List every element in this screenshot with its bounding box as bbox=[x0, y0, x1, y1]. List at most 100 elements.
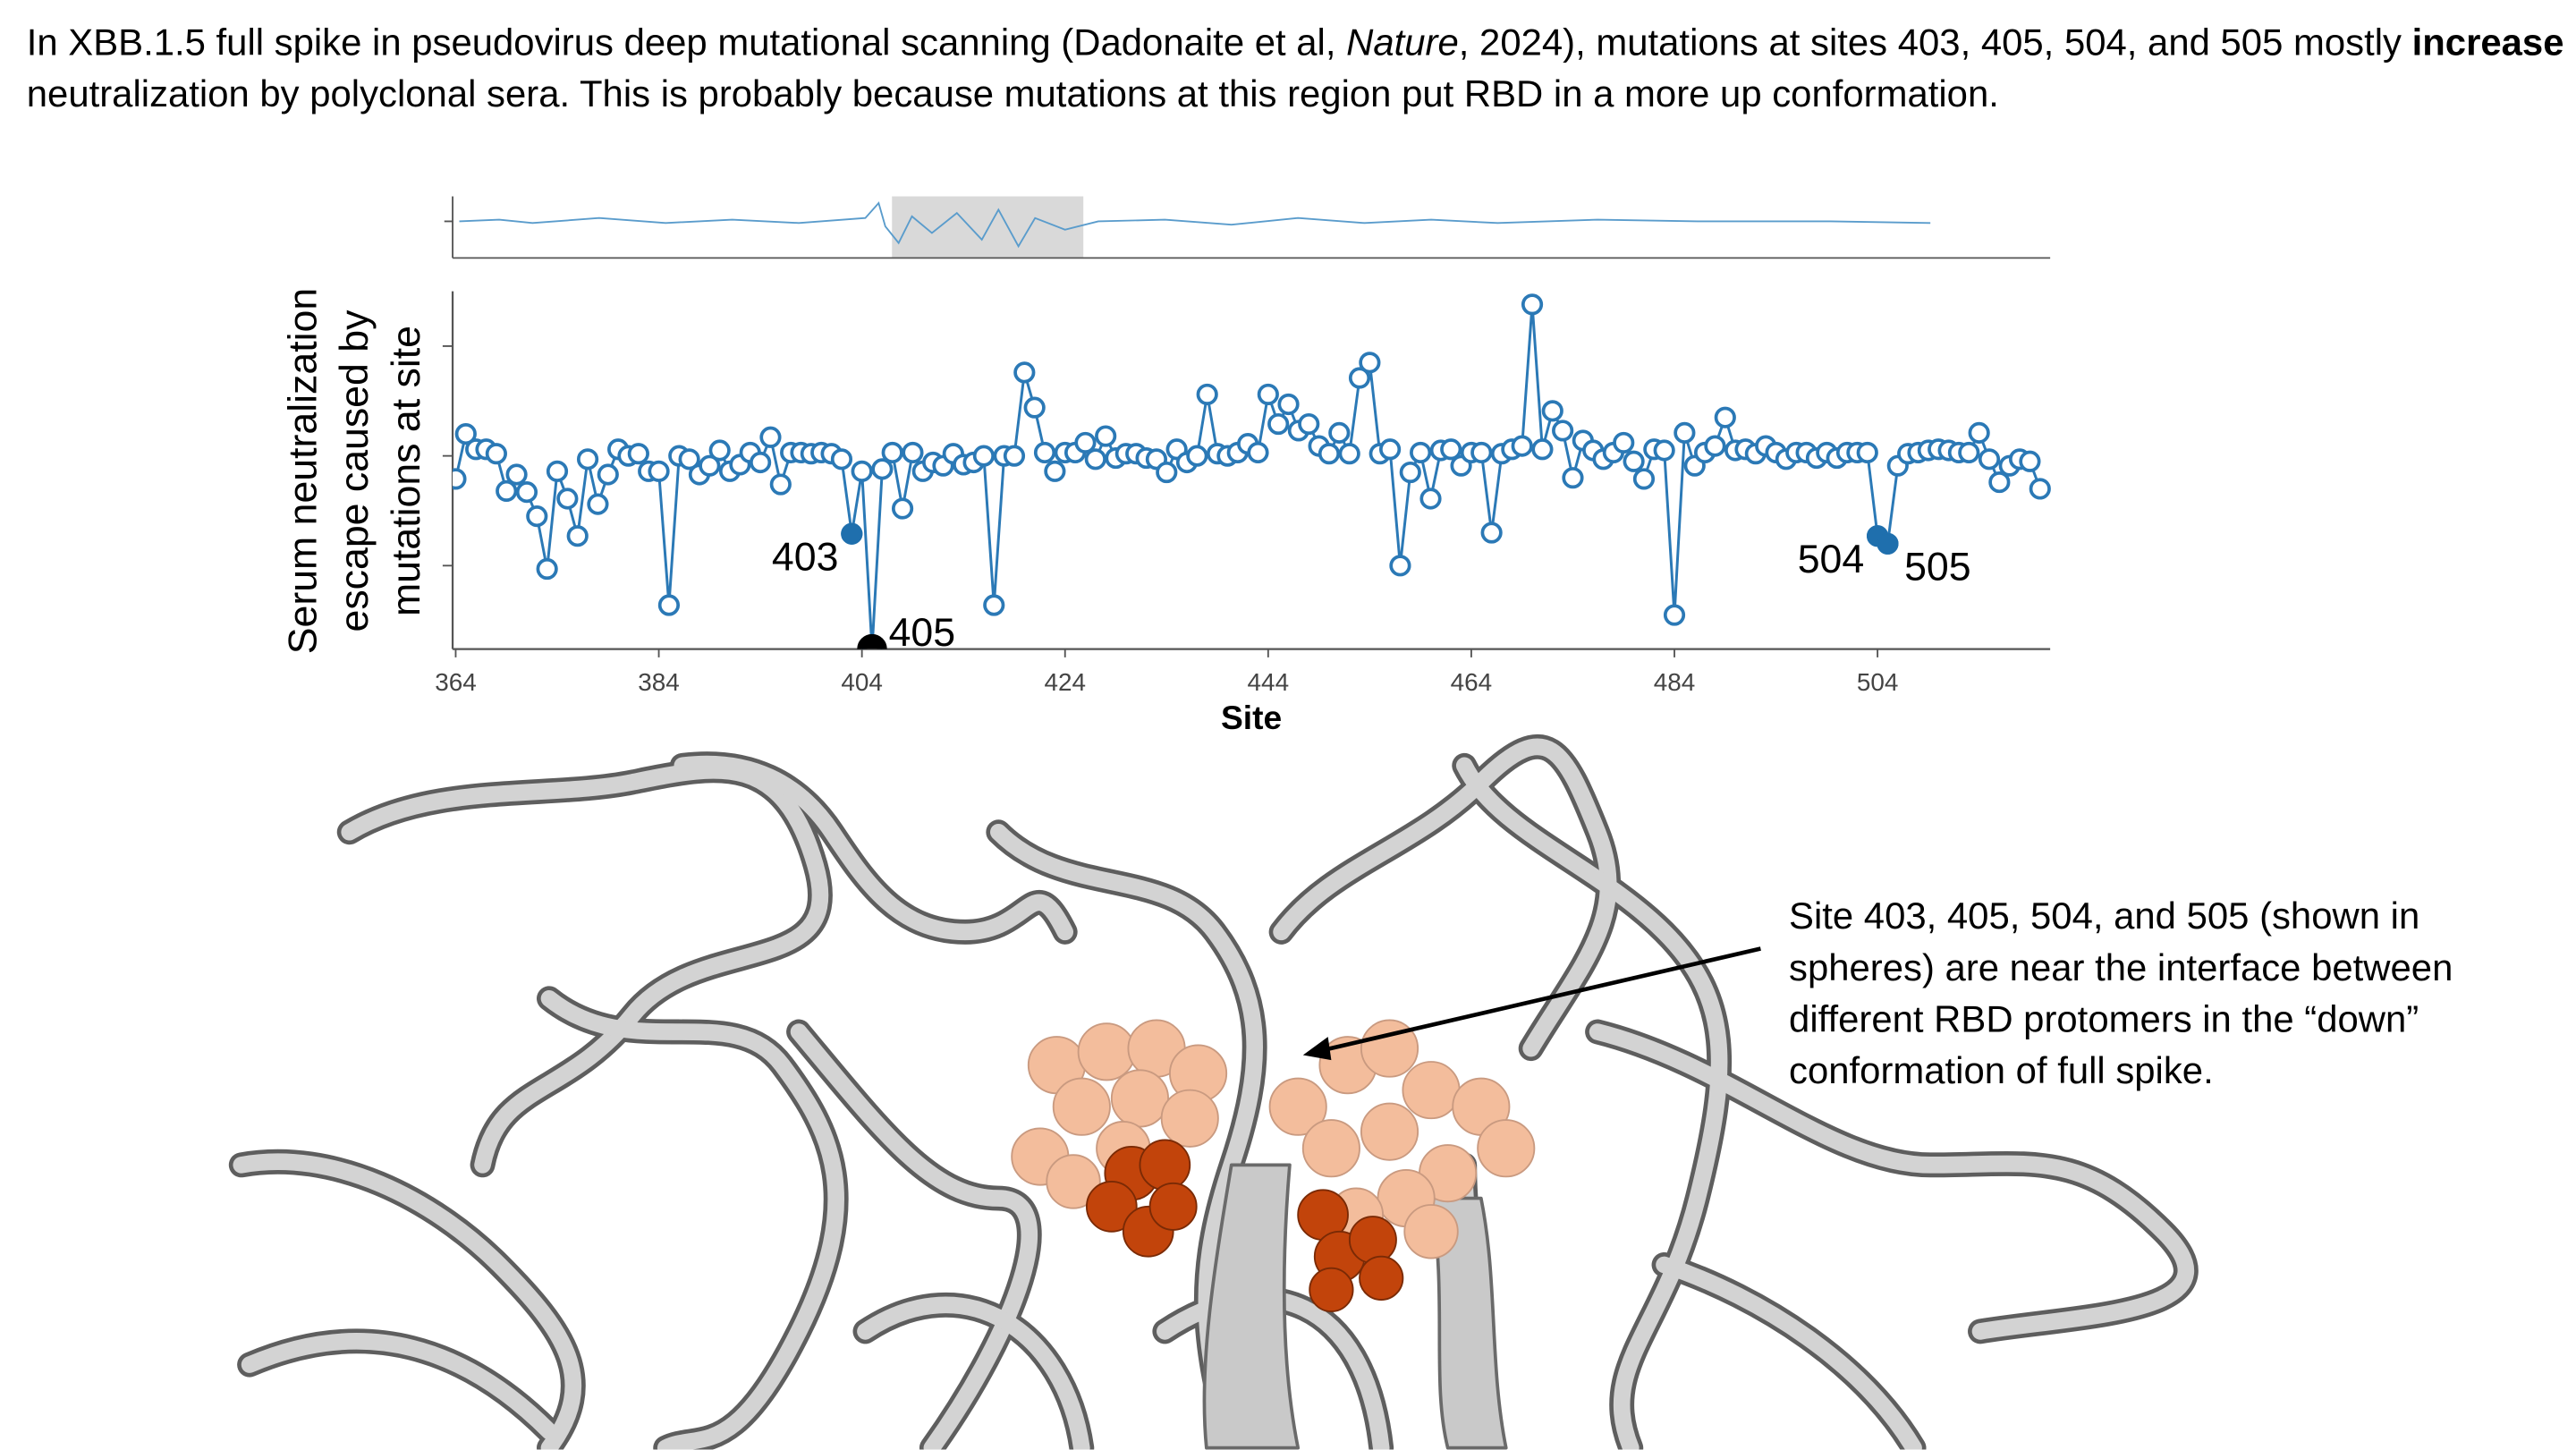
marker bbox=[576, 448, 599, 471]
marker bbox=[699, 454, 721, 477]
marker bbox=[1704, 435, 1726, 457]
marker bbox=[902, 441, 924, 464]
marker bbox=[1714, 406, 1736, 428]
marker bbox=[587, 493, 609, 515]
y-axis-label: Serum neutralization escape caused by muta… bbox=[281, 288, 428, 654]
marker bbox=[1328, 421, 1351, 444]
intro-italic: Nature bbox=[1346, 21, 1459, 64]
marker bbox=[1074, 431, 1097, 454]
marker bbox=[750, 451, 772, 474]
marker bbox=[454, 423, 477, 445]
x-tick-label: 404 bbox=[841, 668, 883, 696]
marker bbox=[1359, 352, 1381, 374]
marker bbox=[1653, 439, 1675, 462]
intro-part: , 2024), mutations at sites 403, 405, 50… bbox=[1458, 21, 2412, 64]
marker bbox=[891, 497, 914, 520]
marker bbox=[1552, 420, 1574, 442]
marker bbox=[1033, 441, 1056, 464]
marker bbox=[1663, 604, 1686, 626]
marker bbox=[1511, 435, 1533, 457]
marker bbox=[515, 481, 538, 504]
marker bbox=[566, 525, 589, 547]
marker bbox=[881, 441, 903, 464]
marker bbox=[1013, 361, 1036, 384]
marker bbox=[1399, 461, 1421, 484]
marker bbox=[1186, 445, 1208, 467]
arrow bbox=[1302, 946, 1761, 1061]
y-axis-label-line: mutations at site bbox=[385, 326, 428, 616]
marker bbox=[678, 448, 700, 471]
marker bbox=[597, 463, 619, 486]
marker bbox=[1856, 441, 1878, 464]
intro-part: neutralization by polyclonal sera. This … bbox=[26, 72, 1999, 115]
marker bbox=[1521, 293, 1544, 316]
marker bbox=[1044, 460, 1066, 482]
highlight-marker bbox=[857, 633, 887, 649]
marker bbox=[1257, 383, 1279, 406]
marker bbox=[871, 458, 894, 480]
marker bbox=[1531, 438, 1554, 461]
marker bbox=[1419, 488, 1442, 510]
highlight-marker bbox=[841, 522, 863, 545]
marker bbox=[1958, 441, 1980, 464]
marker bbox=[1613, 431, 1635, 454]
marker bbox=[759, 426, 782, 448]
marker bbox=[1095, 425, 1117, 447]
marker bbox=[1541, 400, 1563, 422]
marker bbox=[1562, 467, 1584, 489]
x-tick-label: 384 bbox=[638, 668, 680, 696]
marker bbox=[1470, 441, 1493, 464]
intro-part: In XBB.1.5 full spike in pseudovirus dee… bbox=[26, 21, 1347, 64]
highlight-marker bbox=[1877, 532, 1899, 555]
annotation-line: Site 403, 405, 504, and 505 (shown in bbox=[1789, 895, 2420, 937]
intro-bold: increase bbox=[2411, 21, 2564, 64]
marker bbox=[1084, 448, 1106, 471]
marker bbox=[2029, 478, 2051, 500]
marker bbox=[1003, 445, 1026, 467]
marker bbox=[983, 594, 1005, 616]
marker bbox=[1277, 393, 1300, 416]
marker bbox=[1156, 461, 1178, 484]
marker bbox=[1410, 441, 1432, 464]
marker bbox=[1968, 421, 1990, 444]
y-axis-label-line: Serum neutralization bbox=[281, 288, 325, 654]
marker bbox=[830, 448, 853, 471]
x-tick-label: 364 bbox=[435, 668, 477, 696]
marker bbox=[1389, 555, 1411, 577]
marker bbox=[708, 439, 731, 462]
highlight-label: 505 bbox=[1904, 546, 1970, 589]
marker bbox=[2019, 450, 2041, 472]
marker bbox=[657, 594, 681, 616]
marker bbox=[505, 463, 528, 486]
x-tick-label: 424 bbox=[1044, 668, 1086, 696]
marker bbox=[1348, 367, 1371, 389]
annotation-line: different RBD protomers in the “down” bbox=[1789, 998, 2419, 1040]
marker bbox=[1623, 450, 1645, 472]
annotation-line: conformation of full spike. bbox=[1789, 1049, 2214, 1092]
marker bbox=[769, 473, 792, 496]
x-tick-label: 444 bbox=[1248, 668, 1290, 696]
marker bbox=[648, 460, 670, 482]
marker bbox=[1338, 443, 1360, 465]
marker bbox=[851, 460, 873, 482]
annotation-line: spheres) are near the interface between bbox=[1789, 946, 2453, 989]
marker bbox=[496, 479, 518, 502]
marker bbox=[1247, 441, 1269, 464]
marker bbox=[526, 505, 548, 528]
x-tick-label: 484 bbox=[1654, 668, 1696, 696]
marker bbox=[1674, 421, 1696, 444]
marker bbox=[1632, 468, 1656, 490]
highlight-label: 405 bbox=[889, 611, 955, 655]
x-axis-label: Site bbox=[1221, 699, 1282, 736]
marker bbox=[485, 443, 507, 465]
marker bbox=[972, 445, 995, 467]
marker bbox=[627, 443, 649, 465]
intro-text: In XBB.1.5 full spike in pseudovirus dee… bbox=[27, 17, 2573, 120]
x-tick-label: 464 bbox=[1451, 668, 1493, 696]
marker bbox=[1978, 448, 2001, 471]
marker bbox=[1267, 412, 1290, 436]
